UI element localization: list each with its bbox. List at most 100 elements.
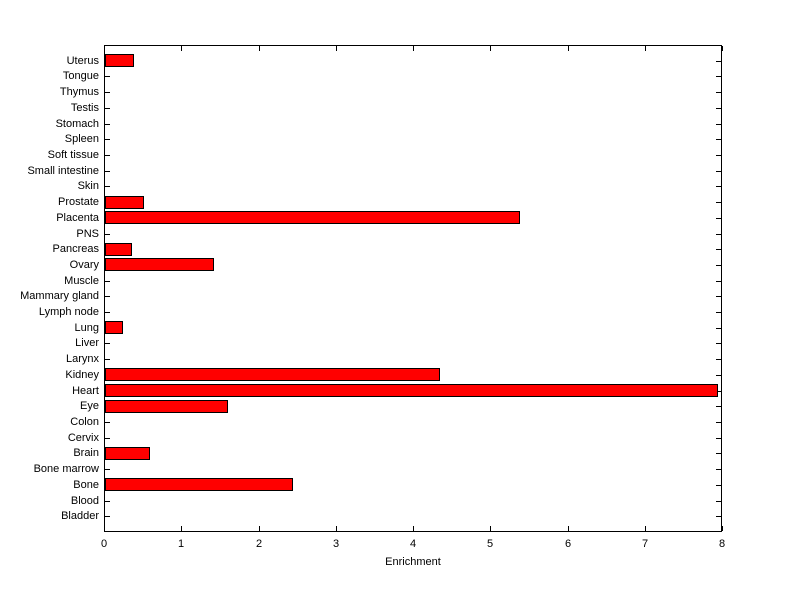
x-tick-bottom <box>645 526 646 531</box>
category-label-prostate: Prostate <box>58 196 99 209</box>
x-tick-bottom <box>181 526 182 531</box>
x-tick-label-7: 7 <box>641 538 649 550</box>
y-tick-right <box>716 501 721 502</box>
category-label-stomach: Stomach <box>55 117 99 130</box>
category-label-larynx: Larynx <box>65 353 99 366</box>
y-tick-left <box>105 516 110 517</box>
x-tick-bottom <box>722 526 723 531</box>
y-tick-right <box>716 328 721 329</box>
category-label-skin: Skin <box>77 180 99 193</box>
y-tick-right <box>716 124 721 125</box>
x-tick-label-2: 2 <box>255 538 263 550</box>
x-tick-label-3: 3 <box>332 538 340 550</box>
x-tick-top <box>645 46 646 51</box>
y-tick-left <box>105 92 110 93</box>
y-tick-left <box>105 359 110 360</box>
y-tick-left <box>105 296 110 297</box>
bar-kidney <box>105 368 440 381</box>
x-tick-top <box>259 46 260 51</box>
category-label-soft-tissue: Soft tissue <box>47 148 99 161</box>
x-tick-top <box>336 46 337 51</box>
category-label-pns: PNS <box>76 227 99 240</box>
category-label-heart: Heart <box>72 384 99 397</box>
y-tick-right <box>716 343 721 344</box>
category-label-mammary-gland: Mammary gland <box>20 290 99 303</box>
category-label-kidney: Kidney <box>65 368 99 381</box>
x-tick-label-4: 4 <box>409 538 417 550</box>
x-tick-top <box>490 46 491 51</box>
x-tick-label-0: 0 <box>100 538 108 550</box>
category-label-ovary: Ovary <box>69 258 99 271</box>
category-label-brain: Brain <box>73 447 99 460</box>
y-tick-left <box>105 312 110 313</box>
bar-bone <box>105 478 293 491</box>
y-tick-right <box>716 406 721 407</box>
y-tick-right <box>716 202 721 203</box>
y-tick-right <box>716 312 721 313</box>
bar-placenta <box>105 211 520 224</box>
bar-ovary <box>105 258 214 271</box>
bar-brain <box>105 447 150 460</box>
y-tick-left <box>105 171 110 172</box>
category-label-bone: Bone <box>73 478 99 491</box>
category-label-eye: Eye <box>80 400 99 413</box>
category-label-spleen: Spleen <box>64 133 99 146</box>
x-tick-label-5: 5 <box>486 538 494 550</box>
x-tick-top <box>722 46 723 51</box>
y-tick-right <box>716 218 721 219</box>
x-tick-top <box>568 46 569 51</box>
y-tick-right <box>716 453 721 454</box>
y-tick-right <box>716 516 721 517</box>
y-tick-right <box>716 391 721 392</box>
bar-prostate <box>105 196 144 209</box>
bar-lung <box>105 321 123 334</box>
y-tick-left <box>105 343 110 344</box>
x-tick-label-6: 6 <box>564 538 572 550</box>
x-tick-bottom <box>568 526 569 531</box>
category-label-small-intestine: Small intestine <box>27 164 99 177</box>
x-tick-bottom <box>104 526 105 531</box>
category-label-muscle: Muscle <box>64 274 99 287</box>
category-label-testis: Testis <box>70 101 99 114</box>
x-tick-top <box>181 46 182 51</box>
y-tick-left <box>105 422 110 423</box>
category-label-lung: Lung <box>74 321 99 334</box>
category-label-tongue: Tongue <box>62 70 99 83</box>
x-tick-top <box>104 46 105 51</box>
y-tick-left <box>105 501 110 502</box>
bar-heart <box>105 384 718 397</box>
x-tick-bottom <box>413 526 414 531</box>
x-tick-label-8: 8 <box>718 538 726 550</box>
x-tick-bottom <box>490 526 491 531</box>
y-tick-right <box>716 76 721 77</box>
y-tick-left <box>105 281 110 282</box>
category-label-placenta: Placenta <box>56 211 99 224</box>
category-label-lymph-node: Lymph node <box>38 306 99 319</box>
category-label-bladder: Bladder <box>61 510 99 523</box>
category-label-blood: Blood <box>70 494 99 507</box>
y-tick-right <box>716 186 721 187</box>
y-tick-right <box>716 485 721 486</box>
x-axis-title: Enrichment <box>385 556 441 568</box>
x-tick-bottom <box>336 526 337 531</box>
x-tick-top <box>413 46 414 51</box>
y-tick-right <box>716 249 721 250</box>
y-tick-left <box>105 234 110 235</box>
y-tick-left <box>105 155 110 156</box>
y-tick-right <box>716 265 721 266</box>
y-tick-left <box>105 139 110 140</box>
y-tick-left <box>105 76 110 77</box>
y-tick-right <box>716 281 721 282</box>
category-label-liver: Liver <box>75 337 99 350</box>
y-tick-left <box>105 186 110 187</box>
x-tick-label-1: 1 <box>177 538 185 550</box>
y-tick-right <box>716 61 721 62</box>
y-tick-left <box>105 108 110 109</box>
y-tick-right <box>716 375 721 376</box>
y-tick-left <box>105 469 110 470</box>
category-label-thymus: Thymus <box>59 86 99 99</box>
y-tick-right <box>716 234 721 235</box>
y-tick-right <box>716 422 721 423</box>
y-tick-right <box>716 438 721 439</box>
